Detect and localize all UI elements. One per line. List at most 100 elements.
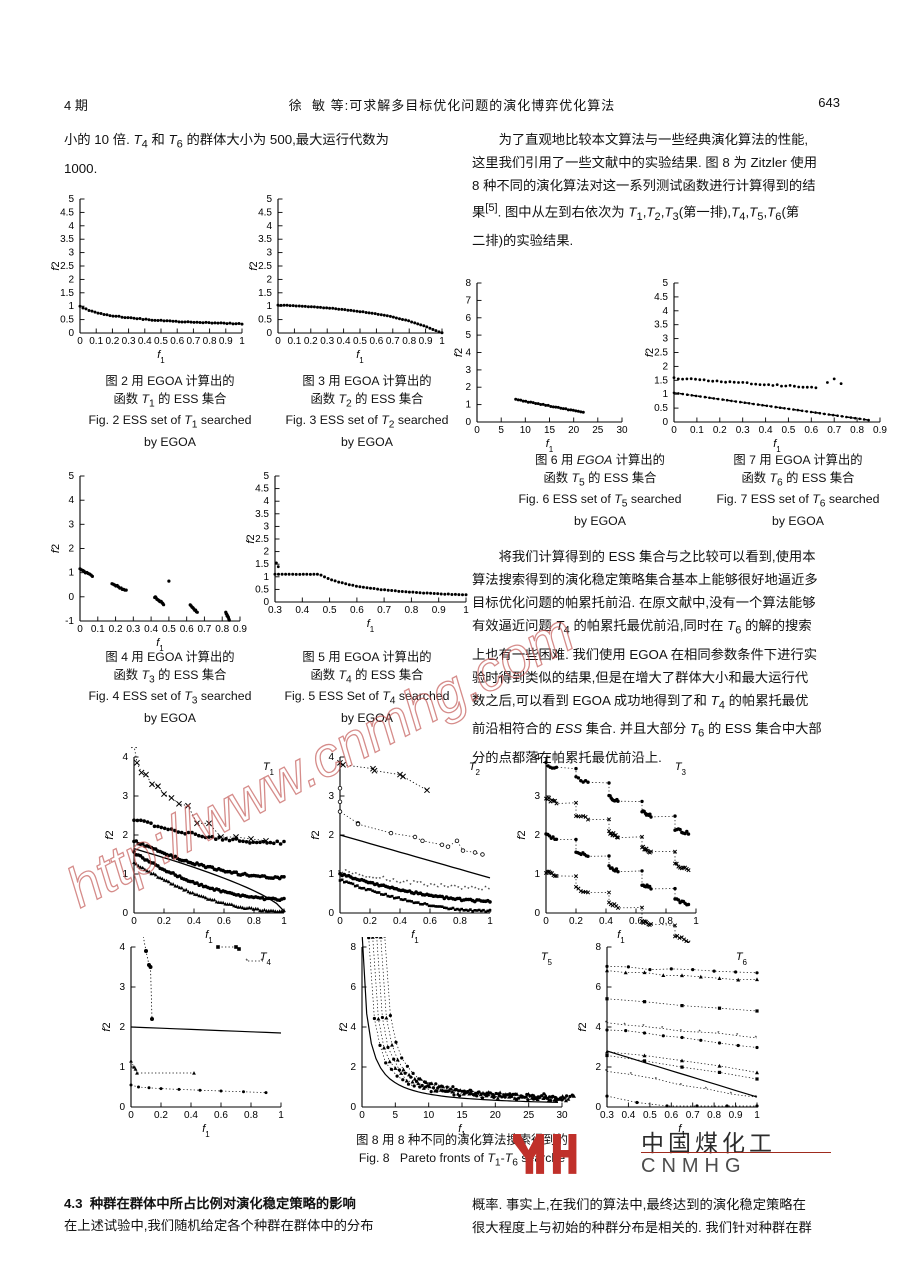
svg-text:0.2: 0.2: [363, 916, 377, 927]
svg-text:0.3: 0.3: [600, 1110, 614, 1121]
svg-text:1.5: 1.5: [60, 288, 74, 299]
svg-text:0.8: 0.8: [453, 916, 467, 927]
svg-text:30: 30: [616, 425, 628, 436]
svg-text:0.6: 0.6: [170, 336, 184, 347]
svg-text:f2: f2: [101, 1022, 113, 1031]
svg-text:0.2: 0.2: [304, 336, 318, 347]
svg-text:15: 15: [544, 425, 556, 436]
svg-text:4: 4: [350, 1022, 356, 1033]
svg-text:0.6: 0.6: [804, 425, 818, 436]
svg-text:0.5: 0.5: [654, 403, 668, 414]
svg-text:1: 1: [487, 916, 493, 927]
svg-text:2: 2: [68, 544, 74, 555]
svg-text:0.8: 0.8: [404, 605, 418, 616]
svg-text:f2: f2: [50, 261, 62, 270]
svg-text:2: 2: [266, 274, 272, 285]
svg-text:0.5: 0.5: [60, 315, 74, 326]
svg-text:3: 3: [534, 791, 540, 802]
svg-text:f1: f1: [156, 637, 164, 651]
svg-text:5: 5: [68, 471, 74, 482]
svg-text:6: 6: [595, 982, 601, 993]
svg-text:0: 0: [465, 417, 471, 428]
svg-text:0: 0: [328, 908, 334, 919]
svg-text:1: 1: [754, 1110, 760, 1121]
svg-text:0.4: 0.4: [393, 916, 407, 927]
svg-text:0.4: 0.4: [759, 425, 773, 436]
svg-text:1: 1: [68, 301, 74, 312]
svg-text:f1: f1: [356, 349, 364, 363]
svg-text:2: 2: [350, 1062, 356, 1073]
svg-text:0.2: 0.2: [154, 1110, 168, 1121]
svg-text:6: 6: [465, 313, 471, 324]
svg-text:8: 8: [465, 278, 471, 289]
svg-text:f1: f1: [367, 618, 375, 632]
svg-text:0.1: 0.1: [690, 425, 704, 436]
svg-text:2.5: 2.5: [654, 348, 668, 359]
svg-text:0.4: 0.4: [599, 916, 613, 927]
svg-text:3: 3: [263, 521, 269, 532]
svg-text:f1: f1: [773, 438, 781, 452]
svg-text:0.4: 0.4: [337, 336, 351, 347]
svg-text:0.9: 0.9: [219, 336, 233, 347]
svg-text:1: 1: [328, 869, 334, 880]
svg-text:3: 3: [266, 248, 272, 259]
svg-text:0: 0: [131, 916, 137, 927]
svg-text:0.8: 0.8: [659, 916, 673, 927]
svg-text:0.9: 0.9: [419, 336, 433, 347]
svg-text:f1: f1: [157, 349, 165, 363]
svg-text:2.5: 2.5: [255, 534, 269, 545]
svg-text:2: 2: [595, 1062, 601, 1073]
svg-text:0.5: 0.5: [323, 605, 337, 616]
svg-text:*: *: [755, 1095, 758, 1101]
svg-text:0.8: 0.8: [247, 916, 261, 927]
svg-text:15: 15: [456, 1110, 468, 1121]
svg-text:0.6: 0.6: [664, 1110, 678, 1121]
svg-text:0.1: 0.1: [91, 624, 105, 635]
svg-text:f2: f2: [644, 348, 656, 357]
svg-text:0.6: 0.6: [214, 1110, 228, 1121]
svg-text:6: 6: [350, 982, 356, 993]
svg-text:f2: f2: [453, 348, 465, 357]
svg-text:0.5: 0.5: [154, 336, 168, 347]
svg-text:0: 0: [77, 624, 83, 635]
svg-text:0: 0: [275, 336, 281, 347]
svg-text:2: 2: [534, 830, 540, 841]
svg-text:0.4: 0.4: [187, 916, 201, 927]
svg-text:0.8: 0.8: [203, 336, 217, 347]
svg-text:f2: f2: [248, 261, 260, 270]
svg-text:0.7: 0.7: [827, 425, 841, 436]
svg-text:f1: f1: [458, 1123, 466, 1137]
svg-text:*: *: [642, 1024, 645, 1030]
svg-text:f2: f2: [104, 830, 116, 839]
svg-text:3: 3: [662, 334, 668, 345]
svg-text:2: 2: [465, 382, 471, 393]
svg-text:0.8: 0.8: [215, 624, 229, 635]
svg-text:4.5: 4.5: [258, 207, 272, 218]
svg-text:f2: f2: [50, 544, 62, 553]
svg-text:0.3: 0.3: [122, 336, 136, 347]
svg-text:1: 1: [662, 389, 668, 400]
svg-text:0.5: 0.5: [162, 624, 176, 635]
svg-text:4.5: 4.5: [654, 292, 668, 303]
svg-text:4: 4: [119, 942, 125, 953]
svg-text:T6: T6: [736, 951, 748, 967]
svg-text:7: 7: [465, 295, 471, 306]
svg-text:0.3: 0.3: [736, 425, 750, 436]
svg-text:20: 20: [490, 1110, 502, 1121]
svg-text:0: 0: [474, 425, 480, 436]
svg-text:0.8: 0.8: [707, 1110, 721, 1121]
svg-text:0.7: 0.7: [377, 605, 391, 616]
svg-text:1: 1: [263, 572, 269, 583]
svg-text:0: 0: [68, 592, 74, 603]
svg-text:0.9: 0.9: [432, 605, 446, 616]
svg-text:0.8: 0.8: [850, 425, 864, 436]
svg-text:0: 0: [543, 916, 549, 927]
svg-text:1: 1: [693, 916, 699, 927]
svg-text:4: 4: [595, 1022, 601, 1033]
svg-text:*: *: [661, 1026, 664, 1032]
svg-text:1: 1: [439, 336, 445, 347]
svg-text:0.4: 0.4: [144, 624, 158, 635]
svg-text:0.9: 0.9: [873, 425, 887, 436]
svg-text:*: *: [755, 1036, 758, 1042]
svg-text:0.2: 0.2: [109, 624, 123, 635]
